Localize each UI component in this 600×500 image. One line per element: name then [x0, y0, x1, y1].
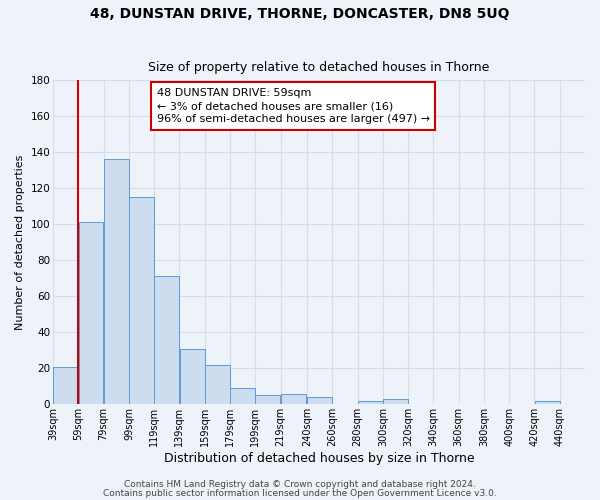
Bar [230, 388, 255, 404]
X-axis label: Distribution of detached houses by size in Thorne: Distribution of detached houses by size … [164, 452, 475, 465]
Y-axis label: Number of detached properties: Number of detached properties [15, 154, 25, 330]
Bar [205, 364, 230, 405]
Text: 48, DUNSTAN DRIVE, THORNE, DONCASTER, DN8 5UQ: 48, DUNSTAN DRIVE, THORNE, DONCASTER, DN… [90, 8, 510, 22]
Bar [79, 222, 103, 404]
Bar [53, 366, 78, 405]
Bar [104, 159, 129, 404]
Bar [383, 399, 408, 404]
Bar [154, 276, 179, 404]
Title: Size of property relative to detached houses in Thorne: Size of property relative to detached ho… [148, 62, 490, 74]
Text: 48 DUNSTAN DRIVE: 59sqm
← 3% of detached houses are smaller (16)
96% of semi-det: 48 DUNSTAN DRIVE: 59sqm ← 3% of detached… [157, 88, 430, 124]
Bar [358, 401, 383, 404]
Bar [179, 348, 205, 405]
Bar [535, 401, 560, 404]
Bar [281, 394, 305, 404]
Bar [129, 197, 154, 404]
Text: Contains public sector information licensed under the Open Government Licence v3: Contains public sector information licen… [103, 488, 497, 498]
Text: Contains HM Land Registry data © Crown copyright and database right 2024.: Contains HM Land Registry data © Crown c… [124, 480, 476, 489]
Bar [307, 397, 332, 404]
Bar [256, 396, 280, 404]
